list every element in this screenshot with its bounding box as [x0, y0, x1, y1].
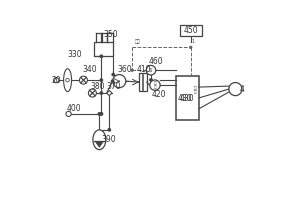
- Text: 360: 360: [118, 65, 133, 74]
- Bar: [94, 42, 113, 56]
- Circle shape: [88, 89, 96, 97]
- Text: 330: 330: [67, 50, 82, 59]
- Bar: [180, 25, 202, 36]
- Circle shape: [108, 129, 110, 131]
- Text: 控
制: 控 制: [194, 86, 196, 94]
- Text: 450: 450: [183, 26, 198, 35]
- Circle shape: [98, 113, 101, 115]
- Circle shape: [54, 78, 59, 83]
- Circle shape: [66, 78, 69, 82]
- Circle shape: [112, 80, 114, 82]
- Circle shape: [100, 113, 103, 115]
- Circle shape: [100, 92, 103, 94]
- Text: 350: 350: [103, 30, 118, 39]
- Text: 电
机: 电 机: [154, 81, 156, 89]
- Text: 4: 4: [240, 85, 245, 94]
- Text: 380: 380: [90, 82, 105, 91]
- Circle shape: [100, 113, 103, 115]
- Circle shape: [131, 69, 133, 71]
- Circle shape: [66, 111, 71, 116]
- Bar: [139, 73, 147, 91]
- Circle shape: [146, 65, 156, 75]
- Text: 20: 20: [51, 76, 61, 85]
- Circle shape: [150, 79, 152, 81]
- Circle shape: [100, 79, 103, 81]
- Circle shape: [80, 76, 87, 84]
- Text: 390: 390: [101, 135, 116, 144]
- Text: 430: 430: [178, 94, 193, 103]
- Circle shape: [113, 75, 126, 88]
- Text: 控制: 控制: [135, 39, 141, 44]
- Text: 420: 420: [152, 90, 166, 99]
- Text: 370: 370: [106, 82, 121, 91]
- Text: 430: 430: [180, 94, 195, 103]
- Polygon shape: [95, 142, 103, 147]
- Text: 340: 340: [82, 65, 97, 74]
- Text: 410: 410: [136, 65, 151, 74]
- Circle shape: [112, 73, 114, 76]
- Text: 460: 460: [148, 57, 163, 66]
- Circle shape: [100, 55, 103, 57]
- Polygon shape: [107, 90, 112, 96]
- Text: s: s: [149, 67, 153, 73]
- Text: 1: 1: [191, 39, 194, 44]
- Ellipse shape: [64, 69, 71, 92]
- Circle shape: [190, 46, 192, 48]
- Circle shape: [229, 83, 242, 96]
- Circle shape: [150, 80, 160, 90]
- Text: 400: 400: [66, 104, 81, 113]
- Ellipse shape: [93, 130, 106, 150]
- Bar: [176, 76, 199, 120]
